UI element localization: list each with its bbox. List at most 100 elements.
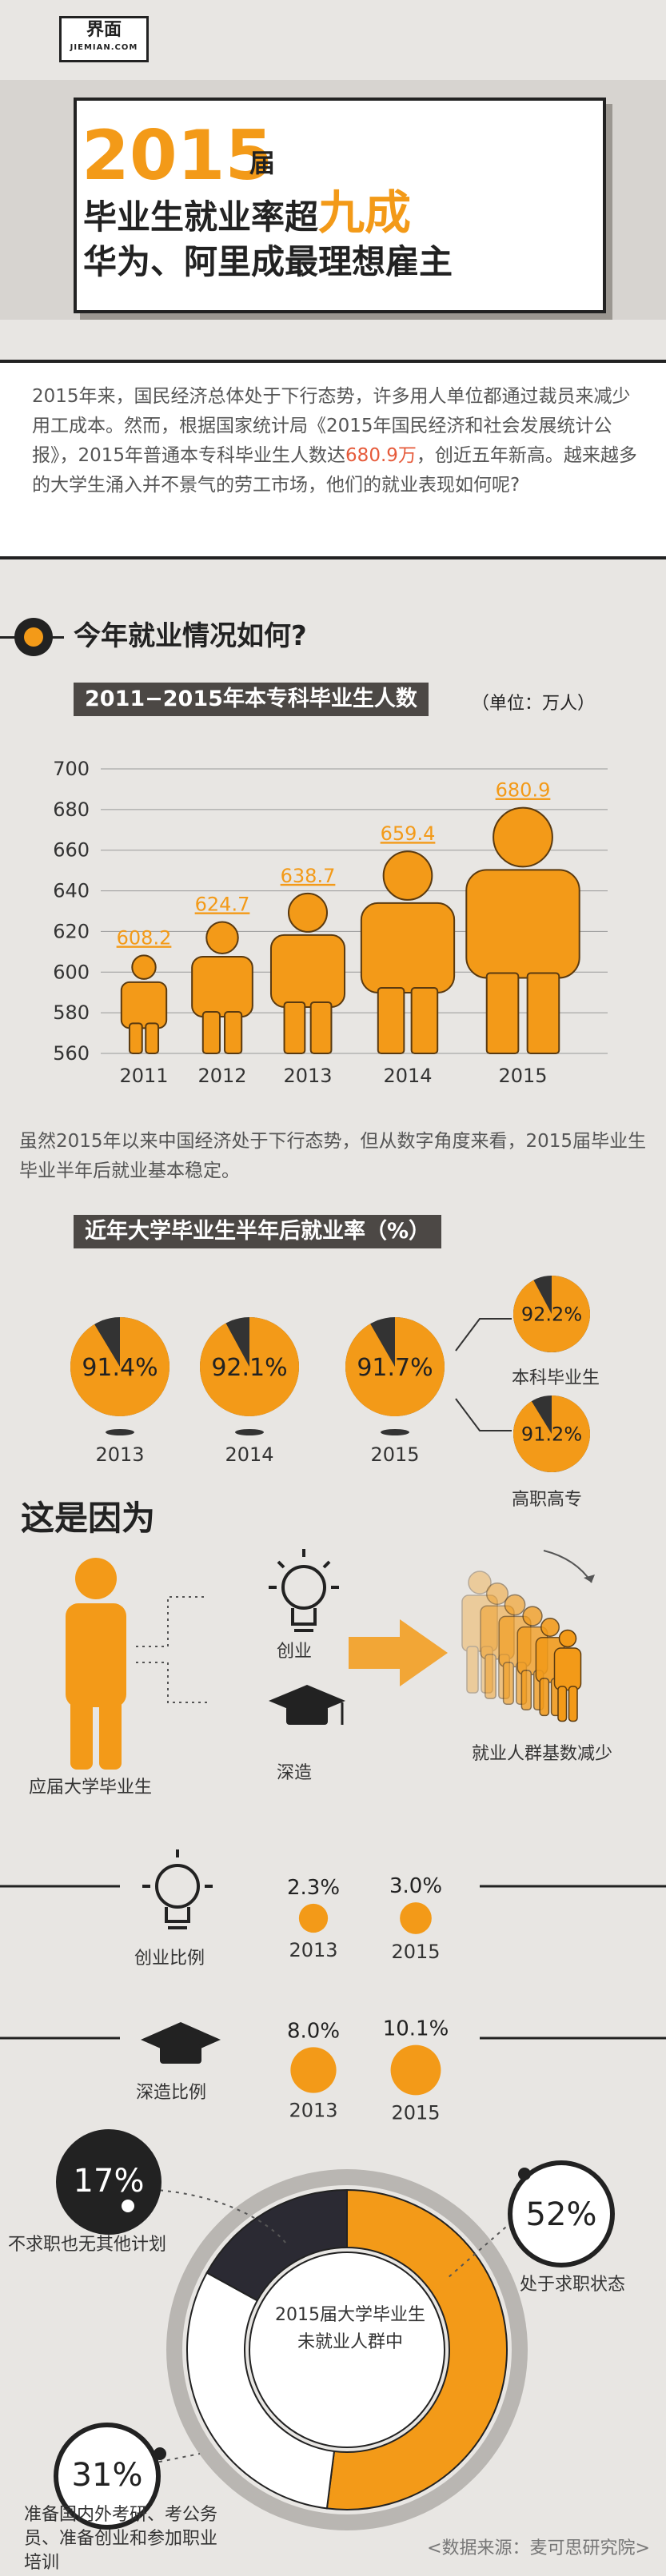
pie-value-label: 91.2% — [521, 1423, 582, 1446]
y-tick-label: 580 — [53, 1001, 90, 1024]
ratio-dot-2013 — [290, 2047, 337, 2093]
ratio-dot-2013 — [298, 1903, 329, 1933]
donut-31-value: 31% — [71, 2457, 143, 2494]
crowd-result-label: 就业人群基数减少 — [472, 1744, 613, 1764]
y-tick-label: 660 — [53, 839, 90, 862]
reasons-diagram — [66, 1549, 595, 1770]
employment-rate-tag: 近年大学毕业生半年后就业率（%） — [74, 1215, 442, 1248]
logo-sub-text: JIEMIAN.COM — [70, 43, 138, 52]
connector-study — [136, 1662, 208, 1703]
graduate-label: 应届大学毕业生 — [29, 1778, 153, 1798]
y-tick-label: 700 — [53, 758, 90, 780]
y-tick-label: 600 — [53, 961, 90, 983]
donut-52-value: 52% — [525, 2196, 597, 2233]
vocational-label: 高职高专 — [512, 1490, 583, 1510]
crowd-person — [461, 1571, 498, 1694]
entrepreneur-label: 创业 — [277, 1642, 313, 1662]
pie-高职高专: 91.2% — [513, 1395, 590, 1472]
pie-本科毕业生: 92.2% — [513, 1276, 591, 1352]
pie-slice — [70, 1317, 169, 1416]
person-bar-2014 — [360, 850, 456, 1055]
shrinking-crowd-icon — [461, 1571, 582, 1722]
intro-text: 2015年来，国民经济总体处于下行态势，许多用人单位都通过裁员来减少用工成本。然… — [32, 382, 648, 500]
ratio-year-label: 2013 — [289, 2100, 337, 2122]
graduation-cap-icon — [269, 1685, 345, 1725]
y-tick-label: 680 — [53, 798, 90, 821]
donut-slice — [186, 2271, 336, 2510]
pie-year-label: 2014 — [225, 1443, 273, 1466]
pie-2014: 92.1% — [199, 1317, 299, 1416]
ratio-value-label: 8.0% — [287, 2019, 340, 2043]
donut-slice — [205, 2188, 348, 2302]
title-box — [74, 98, 606, 313]
intro-highlight: 680.9万 — [345, 445, 417, 466]
intro-part1: 2015年来，国民经济总体处于下行态势，许多用人单位都通过裁员来减少用工成本。然… — [32, 386, 631, 466]
donut-17-label: 不求职也无其他计划 — [8, 2235, 167, 2255]
x-tick-label: 2015 — [498, 1065, 547, 1087]
title-line2-text: 毕业生就业率超 — [83, 197, 319, 237]
graduates-chart-unit: （单位：万人） — [472, 694, 596, 714]
bachelor-label: 本科毕业生 — [512, 1368, 600, 1388]
pie-connector — [455, 1398, 512, 1431]
callout-52-bubble — [508, 2160, 615, 2267]
intro-part2: ，创近五年新高。越来越多的大学生涌入并不景气的劳工市场，他们的就业表现如何呢? — [32, 445, 637, 496]
y-tick-label: 640 — [53, 880, 90, 902]
ratio-dot-2015 — [400, 1902, 432, 1934]
ratio-year-label: 2015 — [391, 1941, 440, 1963]
reasons-title: 这是因为 — [21, 1499, 156, 1538]
study-label: 深造 — [277, 1763, 313, 1783]
pie-value-label: 91.4% — [82, 1354, 158, 1382]
x-tick-label: 2013 — [283, 1065, 332, 1087]
title-jie: 届 — [249, 148, 276, 178]
pie-value-label: 92.1% — [211, 1354, 287, 1382]
ratio-year-label: 2015 — [391, 2101, 440, 2124]
person-bar-2013 — [269, 892, 346, 1054]
value-label: 624.7 — [195, 893, 250, 915]
y-tick-label: 620 — [53, 920, 90, 942]
ratio-dot-2015 — [390, 2044, 441, 2096]
callout-31-bubble — [54, 2423, 161, 2530]
graduation-cap-small-icon — [141, 2022, 221, 2064]
ratio-year-label: 2013 — [289, 1939, 337, 1961]
ratio-value-label: 3.0% — [389, 1874, 442, 1898]
section-title: 今年就业情况如何? — [74, 620, 307, 652]
value-label: 659.4 — [381, 822, 436, 845]
donut-31-label: 准备国内外考研、考公务员、准备创业和参加职业培训 — [24, 2505, 218, 2573]
pie-year-label: 2013 — [95, 1443, 144, 1466]
pie-slice — [513, 1276, 591, 1352]
person-bar-2015 — [465, 806, 580, 1055]
title-line2: 毕业生就业率超九成 — [83, 189, 411, 238]
x-tick-label: 2012 — [197, 1065, 246, 1087]
pie-slice — [513, 1395, 590, 1472]
y-tick-label: 560 — [53, 1042, 90, 1065]
callout-17-bubble — [56, 2129, 162, 2235]
person-bar-2012 — [191, 921, 253, 1054]
title-year: 2015 — [82, 116, 273, 196]
person-bar-2011 — [120, 954, 168, 1055]
crowd-person — [553, 1629, 582, 1722]
pie-value-label: 91.7% — [357, 1354, 433, 1382]
donut-slice — [325, 2188, 508, 2510]
logo-main-text: 界面 — [86, 20, 122, 40]
entre-ratio-label: 创业比例 — [134, 1949, 205, 1969]
intro-box — [0, 360, 666, 559]
connector-entre — [136, 1596, 208, 1647]
ratios-chart: 2.3% 2013 3.0% 2015 8.0% 2013 10.1% 2015 — [0, 1849, 666, 2124]
pie-connector — [455, 1318, 512, 1352]
study-ratio-label: 深造比例 — [136, 2083, 207, 2103]
graduates-chart: 560 580 600 620 640 660 680 700 608.2 2011 624.7 2… — [53, 758, 608, 1087]
data-source: <数据来源：麦可思研究院> — [427, 2538, 650, 2558]
value-label: 680.9 — [496, 779, 551, 802]
section-bullet-inner — [24, 627, 43, 647]
pie-slice — [345, 1317, 445, 1416]
pie-2013: 91.4% — [70, 1317, 169, 1416]
employment-rate-chart: 91.4% 2013 92.1% 2014 91.7% 2015 92.2% 91.2% — [70, 1276, 591, 1472]
x-tick-label: 2014 — [383, 1065, 432, 1087]
pie-value-label: 92.2% — [521, 1304, 582, 1326]
x-tick-label: 2011 — [119, 1065, 168, 1087]
ratio-value-label: 10.1% — [383, 2017, 449, 2041]
title-line3: 华为、阿里成最理想雇主 — [83, 242, 453, 281]
jiemian-logo: 界面 JIEMIAN.COM — [59, 16, 149, 62]
lightbulb-icon — [269, 1549, 339, 1632]
value-label: 608.2 — [117, 926, 172, 949]
